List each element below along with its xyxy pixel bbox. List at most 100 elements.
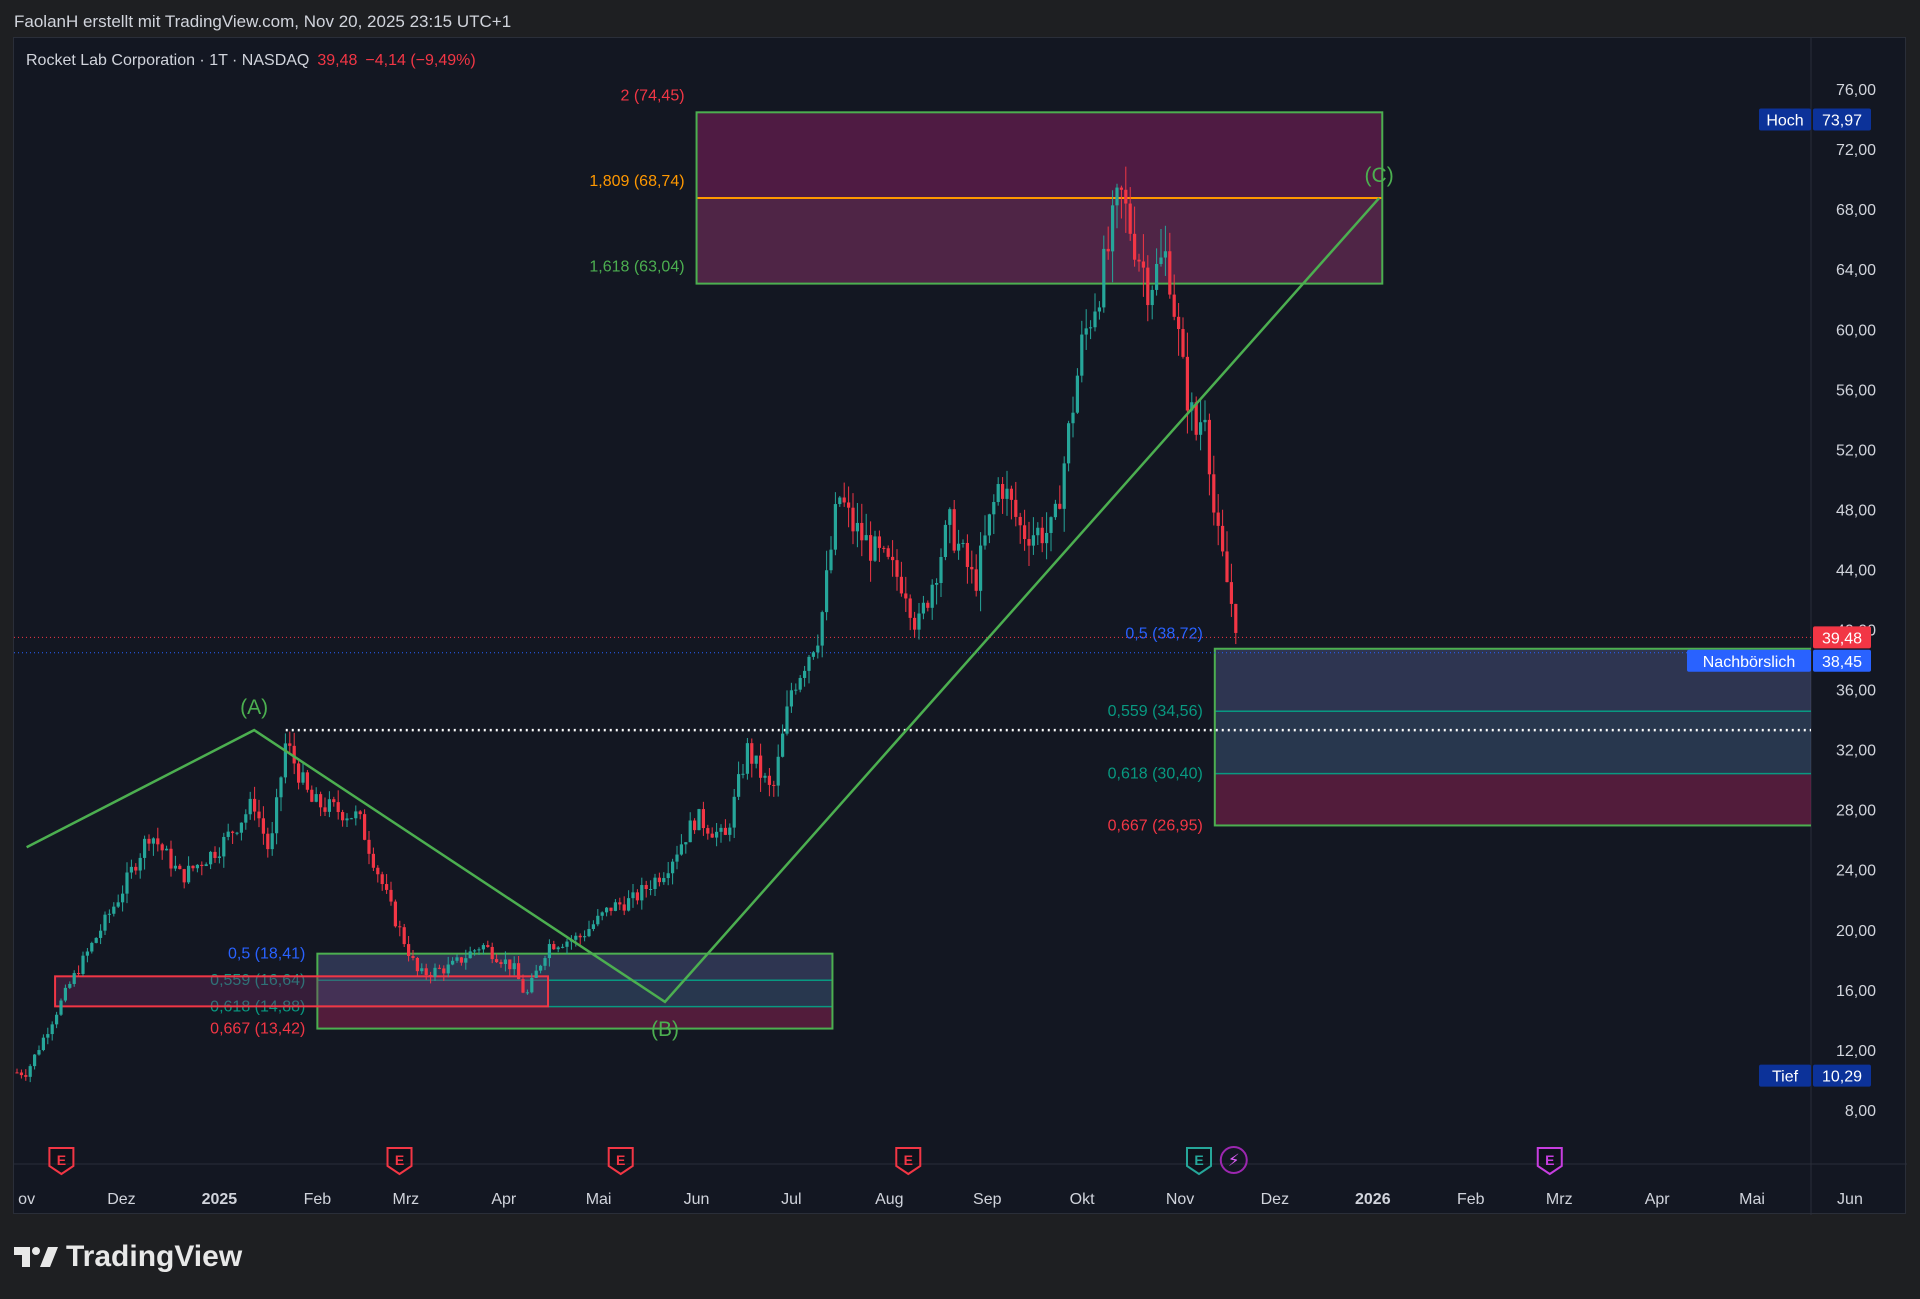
candle-body [719,827,723,832]
y-tick-label: 16,00 [1836,983,1876,1000]
candle-body [547,944,551,959]
candle-body [833,504,837,550]
fib-level-label: 0,618 (30,40) [1108,766,1203,783]
candle-body [363,814,367,840]
candle-body [715,831,719,838]
candle-body [697,809,701,831]
candle-body [781,733,785,757]
price-chart[interactable]: 8,00 12,00 16,00 20,00 24,00 28,00 32,00 36,00 4… [14,38,1907,1215]
candle-body [424,968,428,976]
candle-body [1146,267,1150,306]
candle-body [28,1066,32,1077]
symbol-legend[interactable]: Rocket Lab Corporation · 1T · NASDAQ 39,4… [26,52,476,70]
brand-name: TradingView [66,1240,243,1273]
candle-body [310,789,314,802]
candle-body [578,935,582,938]
candle-body [561,946,565,948]
price-axis-label-value-bg [1813,626,1871,649]
candle-body [121,893,125,903]
y-tick-label: 56,00 [1836,382,1876,399]
candle-body [305,772,309,790]
candle-body [270,833,274,850]
y-tick-label: 76,00 [1836,82,1876,99]
candle-body [926,602,930,608]
candle-body [983,535,987,546]
candle-body [838,497,842,505]
candle-body [393,901,397,927]
candle-body [759,755,763,778]
candle-body [15,1072,19,1074]
candle-body [327,799,331,812]
earnings-event-icon [48,1147,75,1176]
chart-pane[interactable]: 8,00 12,00 16,00 20,00 24,00 28,00 32,00 36,00 4… [13,37,1907,1215]
x-tick-label: Feb [1457,1191,1485,1208]
candle-body [191,865,195,869]
elliott-wave-line [26,197,1381,1004]
candle-body [103,914,107,931]
candle-body [134,866,138,871]
candle-body [99,930,103,938]
candle-body [222,836,226,857]
candle-body [556,947,560,950]
candle-body [389,889,393,902]
candle-body [591,924,595,929]
candle-body [1084,328,1088,335]
tradingview-brand[interactable]: TradingView [14,1240,242,1274]
candle-body [367,839,371,854]
extension-zone-outline [695,111,1384,285]
price-axis-label-name-bg [1759,1064,1811,1087]
x-tick-label: Aug [875,1191,903,1208]
candle-body [627,898,631,911]
candle-body [811,652,815,657]
plot-area[interactable]: 0,5 (18,41)0,559 (16,64)0,618 (14,88)0,6… [14,87,1897,1083]
candle-body [41,1037,45,1051]
candle-body [767,775,771,785]
price-axis-label-value-bg [1813,1064,1871,1087]
candle-body [600,912,604,916]
price-axis-label-name: Hoch [1766,113,1803,130]
candle-body [200,864,204,867]
candle-body [354,811,358,819]
candle-body [19,1072,23,1076]
candle-body [1067,423,1071,464]
candle-body [178,865,182,870]
candle-body [46,1034,50,1038]
candle-body [635,892,639,901]
candle-body [917,613,921,630]
x-tick-label: Jun [684,1191,710,1208]
candle-body [187,865,191,883]
candle-body [521,979,525,993]
candle-body [468,951,472,959]
earnings-glyph: E [395,1152,404,1168]
candle-body [37,1050,41,1055]
y-tick-label: 48,00 [1836,502,1876,519]
candle-body [657,877,661,883]
candle-body [631,892,635,899]
candle-body [129,866,133,873]
y-tick-label: 32,00 [1836,743,1876,760]
y-tick-label: 44,00 [1836,562,1876,579]
candle-body [1203,419,1207,423]
candle-body [1102,248,1106,308]
candle-body [292,745,296,764]
earnings-glyph: E [1194,1152,1203,1168]
candle-body [737,774,741,797]
tradingview-logo-icon [14,1247,58,1267]
candle-body [534,970,538,978]
candle-body [974,569,978,591]
y-tick-label: 60,00 [1836,322,1876,339]
candle-body [1062,463,1066,509]
candle-body [992,501,996,515]
candle-body [1027,539,1031,546]
candle-body [446,964,450,974]
earnings-event-icon [1186,1147,1212,1176]
candle-body [459,957,463,963]
candle-body [451,960,455,965]
candle-body [829,549,833,571]
candle-body [979,545,983,591]
candle-body [1150,289,1154,306]
y-tick-label: 28,00 [1836,803,1876,820]
candle-body [957,543,961,551]
candle-body [935,583,939,585]
candle-body [517,963,521,980]
